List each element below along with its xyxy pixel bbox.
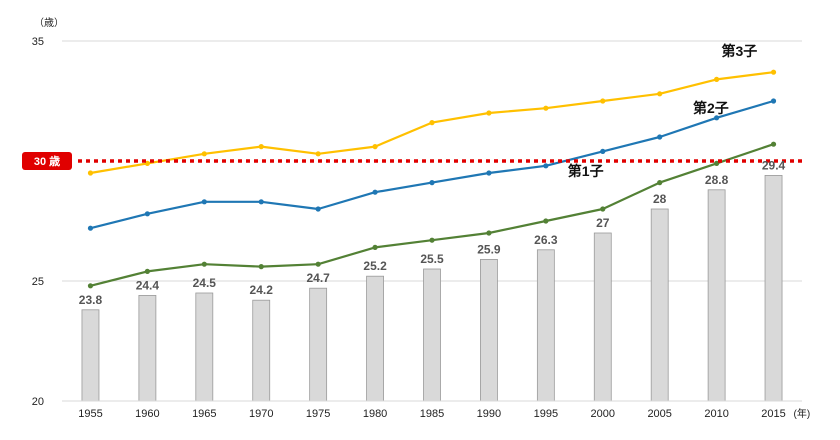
bar-value-label: 24.4	[136, 278, 160, 292]
x-tick-label: 1995	[534, 408, 558, 420]
series-point	[87, 225, 94, 231]
series-point	[144, 268, 150, 274]
series-point	[372, 189, 378, 195]
labels: 23.8 24.4 24.5 24.2 24.7 25.2 25.5 25.9 26.3 27 28…	[79, 43, 786, 307]
x-tick-label: 1960	[135, 408, 159, 420]
x-tick-label: 2005	[647, 408, 671, 420]
bar-value-label: 24.2	[250, 283, 274, 297]
series-point	[770, 98, 777, 104]
series-point	[201, 199, 207, 205]
y-tick-label: 35	[32, 36, 44, 48]
x-tick-label: 1955	[78, 408, 102, 420]
bar-2000	[593, 232, 612, 402]
x-tick-label: 2000	[591, 408, 615, 420]
series-point	[657, 134, 663, 140]
y-axis-unit: （歳）	[34, 17, 64, 29]
series-point	[486, 110, 492, 116]
x-tick-label: 2015	[761, 408, 785, 420]
bar-2015	[764, 174, 783, 402]
series-point	[543, 105, 549, 111]
bar-1985	[423, 268, 441, 402]
x-tick-label: 1975	[306, 408, 330, 420]
series-point	[486, 170, 492, 176]
series-point	[315, 261, 321, 267]
series-point	[315, 151, 321, 157]
series-point	[429, 180, 435, 186]
series-point	[429, 237, 435, 243]
x-axis-unit: (年)	[794, 407, 811, 420]
series-point	[543, 163, 549, 169]
series-point	[600, 98, 606, 104]
bar-value-label: 25.9	[477, 242, 501, 256]
bar-value-label: 26.3	[534, 233, 558, 247]
series-point	[258, 264, 264, 270]
series-point	[201, 151, 207, 157]
bar-1975	[309, 287, 328, 402]
series-point	[87, 283, 94, 289]
series-point	[315, 206, 321, 212]
series-lines	[87, 69, 777, 289]
bar-2010	[707, 189, 726, 402]
x-tick-label: 1970	[249, 408, 273, 420]
series-point	[657, 91, 663, 97]
bar-value-label: 25.5	[420, 252, 444, 266]
bar-1980	[366, 275, 384, 402]
axes: 20 25 35 （歳） 1955 1960 1965 1970 1975 1980 1985 199…	[32, 17, 810, 420]
series-point	[657, 180, 663, 186]
series-point	[714, 76, 720, 82]
series-point	[714, 115, 720, 121]
series-point	[372, 244, 378, 250]
series-point	[543, 218, 549, 224]
series-point	[429, 120, 435, 126]
series-point	[600, 148, 606, 154]
y-tick-label: 20	[32, 396, 44, 408]
series-point	[201, 261, 207, 267]
series-point	[714, 160, 720, 166]
bar-2005	[650, 208, 669, 402]
bar-value-label: 28.8	[705, 173, 729, 187]
series-point	[258, 199, 264, 205]
x-tick-label: 2010	[704, 408, 728, 420]
reference-label-box	[22, 152, 72, 170]
series-point	[486, 230, 492, 236]
bar-1970	[252, 299, 271, 402]
bar-value-label: 29.4	[762, 158, 786, 172]
bar-1990	[480, 258, 498, 402]
bar-value-label: 24.7	[306, 271, 330, 285]
series-point	[600, 206, 606, 212]
bar-1955	[81, 309, 100, 402]
series-point	[770, 141, 777, 147]
series-point	[87, 170, 94, 176]
y-tick-label: 25	[32, 276, 44, 288]
reference-label: 30 歳	[34, 154, 60, 168]
bar-value-label: 24.5	[193, 276, 217, 290]
series-point	[770, 69, 777, 75]
series-name-label: 第3子	[721, 43, 757, 59]
bar-value-label: 27	[596, 216, 610, 230]
x-tick-label: 1990	[477, 408, 501, 420]
series-point	[144, 160, 150, 166]
series-name-label: 第1子	[568, 163, 604, 179]
series-point	[144, 211, 150, 217]
bar-1960	[138, 294, 157, 402]
x-tick-label: 1965	[192, 408, 216, 420]
bar-1995	[536, 249, 555, 402]
bar-value-label: 25.2	[363, 259, 387, 273]
bar-value-label: 28	[653, 192, 667, 206]
series-point	[258, 144, 264, 150]
reference-line-group: 30 歳	[22, 152, 802, 170]
x-tick-label: 1980	[363, 408, 387, 420]
bar-1965	[195, 292, 214, 402]
series-name-label: 第2子	[693, 100, 729, 116]
bars	[81, 174, 783, 402]
bar-value-label: 23.8	[79, 293, 103, 307]
series-point	[372, 144, 378, 150]
x-tick-label: 1985	[420, 408, 444, 420]
